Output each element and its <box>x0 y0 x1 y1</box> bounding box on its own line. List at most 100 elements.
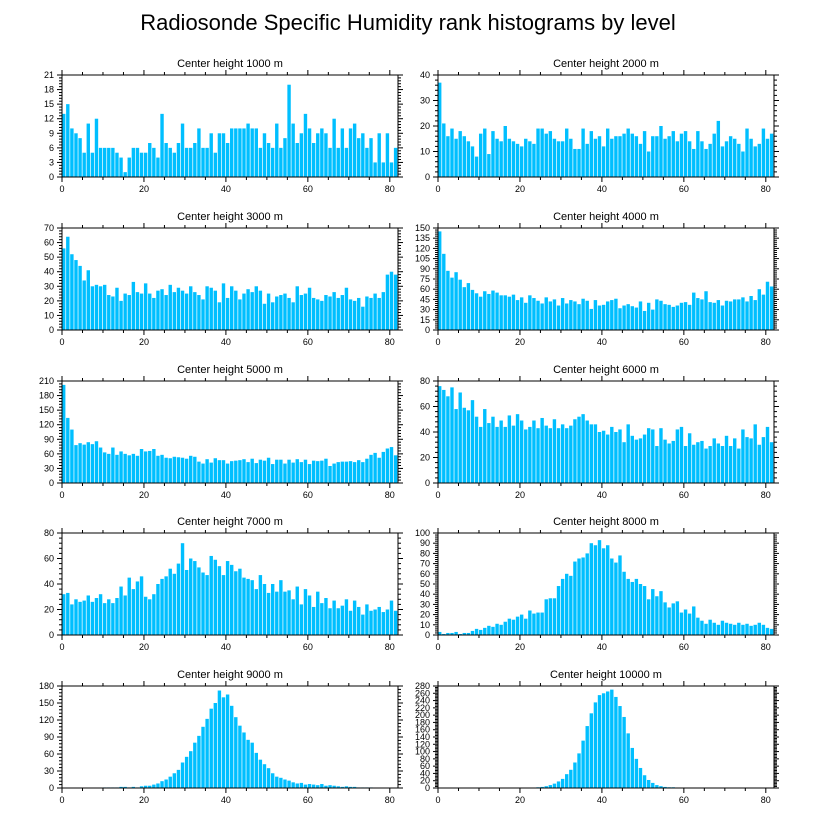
histogram-bar <box>275 296 279 330</box>
histogram-bar <box>737 143 741 177</box>
histogram-bar <box>377 606 381 635</box>
histogram-bar <box>86 270 90 330</box>
histogram-bar <box>254 463 258 483</box>
histogram-bar <box>238 299 242 330</box>
histogram-bar <box>332 463 336 483</box>
y-tick-label: 220 <box>415 703 430 713</box>
histogram-bar <box>749 625 753 635</box>
histogram-bar <box>197 567 201 635</box>
histogram-bar <box>230 286 234 330</box>
histogram-bar <box>217 690 222 788</box>
histogram-bar <box>704 291 708 330</box>
histogram-bar <box>156 783 160 788</box>
histogram-bar <box>728 301 733 330</box>
histogram-bar <box>626 304 630 330</box>
histogram-bar <box>291 599 295 635</box>
histogram-bar <box>389 600 394 635</box>
histogram-bar <box>381 292 386 330</box>
histogram-bar <box>728 446 733 483</box>
histogram-bar <box>119 586 123 635</box>
histogram-bar <box>70 254 74 330</box>
histogram-bar <box>152 449 156 483</box>
histogram-bar <box>450 632 454 635</box>
histogram-bar <box>454 272 458 330</box>
histogram-bar <box>491 626 495 635</box>
histogram-bar <box>266 592 271 635</box>
histogram-bar <box>164 576 168 635</box>
histogram-bar <box>499 295 503 330</box>
histogram-bar <box>749 296 753 330</box>
histogram-bar <box>532 613 536 635</box>
histogram-bar <box>201 572 205 635</box>
histogram-bar <box>499 420 503 483</box>
histogram-bar <box>683 609 688 635</box>
histogram-bar <box>585 420 589 483</box>
histogram-bar <box>610 138 614 177</box>
histogram-bar <box>474 628 479 635</box>
histogram-bar <box>446 632 450 635</box>
histogram-bar <box>279 295 283 330</box>
histogram-bar <box>499 141 503 177</box>
histogram-bar <box>696 442 700 483</box>
histogram-bar <box>143 283 148 330</box>
histogram-bar <box>700 141 704 177</box>
histogram-bar <box>626 424 630 483</box>
histogram-bar <box>569 769 573 788</box>
panel-title: Center height 9000 m <box>177 669 283 681</box>
x-tick-label: 20 <box>515 184 525 194</box>
histogram-bar <box>357 297 361 330</box>
y-tick-label: 50 <box>420 579 430 589</box>
y-tick-label: 15 <box>44 99 54 109</box>
histogram-bar <box>348 461 353 483</box>
panel-title: Center height 3000 m <box>177 211 283 223</box>
histogram-bar <box>287 297 291 330</box>
histogram-bar <box>540 786 544 788</box>
histogram-bar <box>168 568 172 635</box>
y-tick-label: 30 <box>44 281 54 291</box>
y-tick-label: 60 <box>44 449 54 459</box>
y-tick-label: 10 <box>420 620 430 630</box>
histogram-bar <box>737 299 741 330</box>
histogram-bar <box>283 293 287 330</box>
histogram-panel: Center height 3000 m 0 10 20 30 40 50 60 70 0 20 40… <box>44 211 403 347</box>
histogram-bar <box>94 598 99 635</box>
histogram-bar <box>258 575 263 635</box>
histogram-bar <box>724 622 729 635</box>
histogram-bar <box>704 448 708 483</box>
histogram-bar <box>242 459 246 483</box>
histogram-bar <box>593 702 598 788</box>
histogram-bar <box>565 303 569 330</box>
histogram-bar <box>487 625 491 635</box>
histogram-bar <box>606 691 610 788</box>
histogram-bar <box>470 630 475 635</box>
histogram-bar <box>548 301 553 330</box>
histogram-bar <box>556 305 561 330</box>
y-tick-label: 180 <box>415 717 430 727</box>
histogram-bar <box>307 287 312 330</box>
histogram-bar <box>733 299 737 330</box>
y-tick-label: 280 <box>415 681 430 691</box>
histogram-bar <box>651 589 655 635</box>
histogram-bar <box>675 141 680 177</box>
histogram-bar <box>160 113 164 177</box>
y-tick-label: 40 <box>420 589 430 599</box>
histogram-bar <box>503 426 507 483</box>
x-tick-label: 0 <box>59 184 64 194</box>
histogram-bar <box>630 133 634 177</box>
histogram-bar <box>708 302 712 330</box>
y-tick-label: 12 <box>44 114 54 124</box>
histogram-bar <box>320 128 324 177</box>
histogram-bar <box>663 138 667 177</box>
histogram-bar <box>357 460 361 483</box>
histogram-bar <box>458 279 462 330</box>
histogram-bar <box>164 143 168 177</box>
histogram-bar <box>565 128 569 177</box>
histogram-bar <box>716 443 721 483</box>
histogram-bar <box>295 286 299 330</box>
histogram-bar <box>618 308 622 330</box>
y-tick-label: 120 <box>415 243 430 253</box>
histogram-bar <box>139 449 144 483</box>
histogram-bar <box>131 786 136 788</box>
histogram-bar <box>700 620 704 635</box>
histogram-panel: Center height 7000 m 0 20 40 60 80 0 20 40 60 80 <box>44 516 403 652</box>
